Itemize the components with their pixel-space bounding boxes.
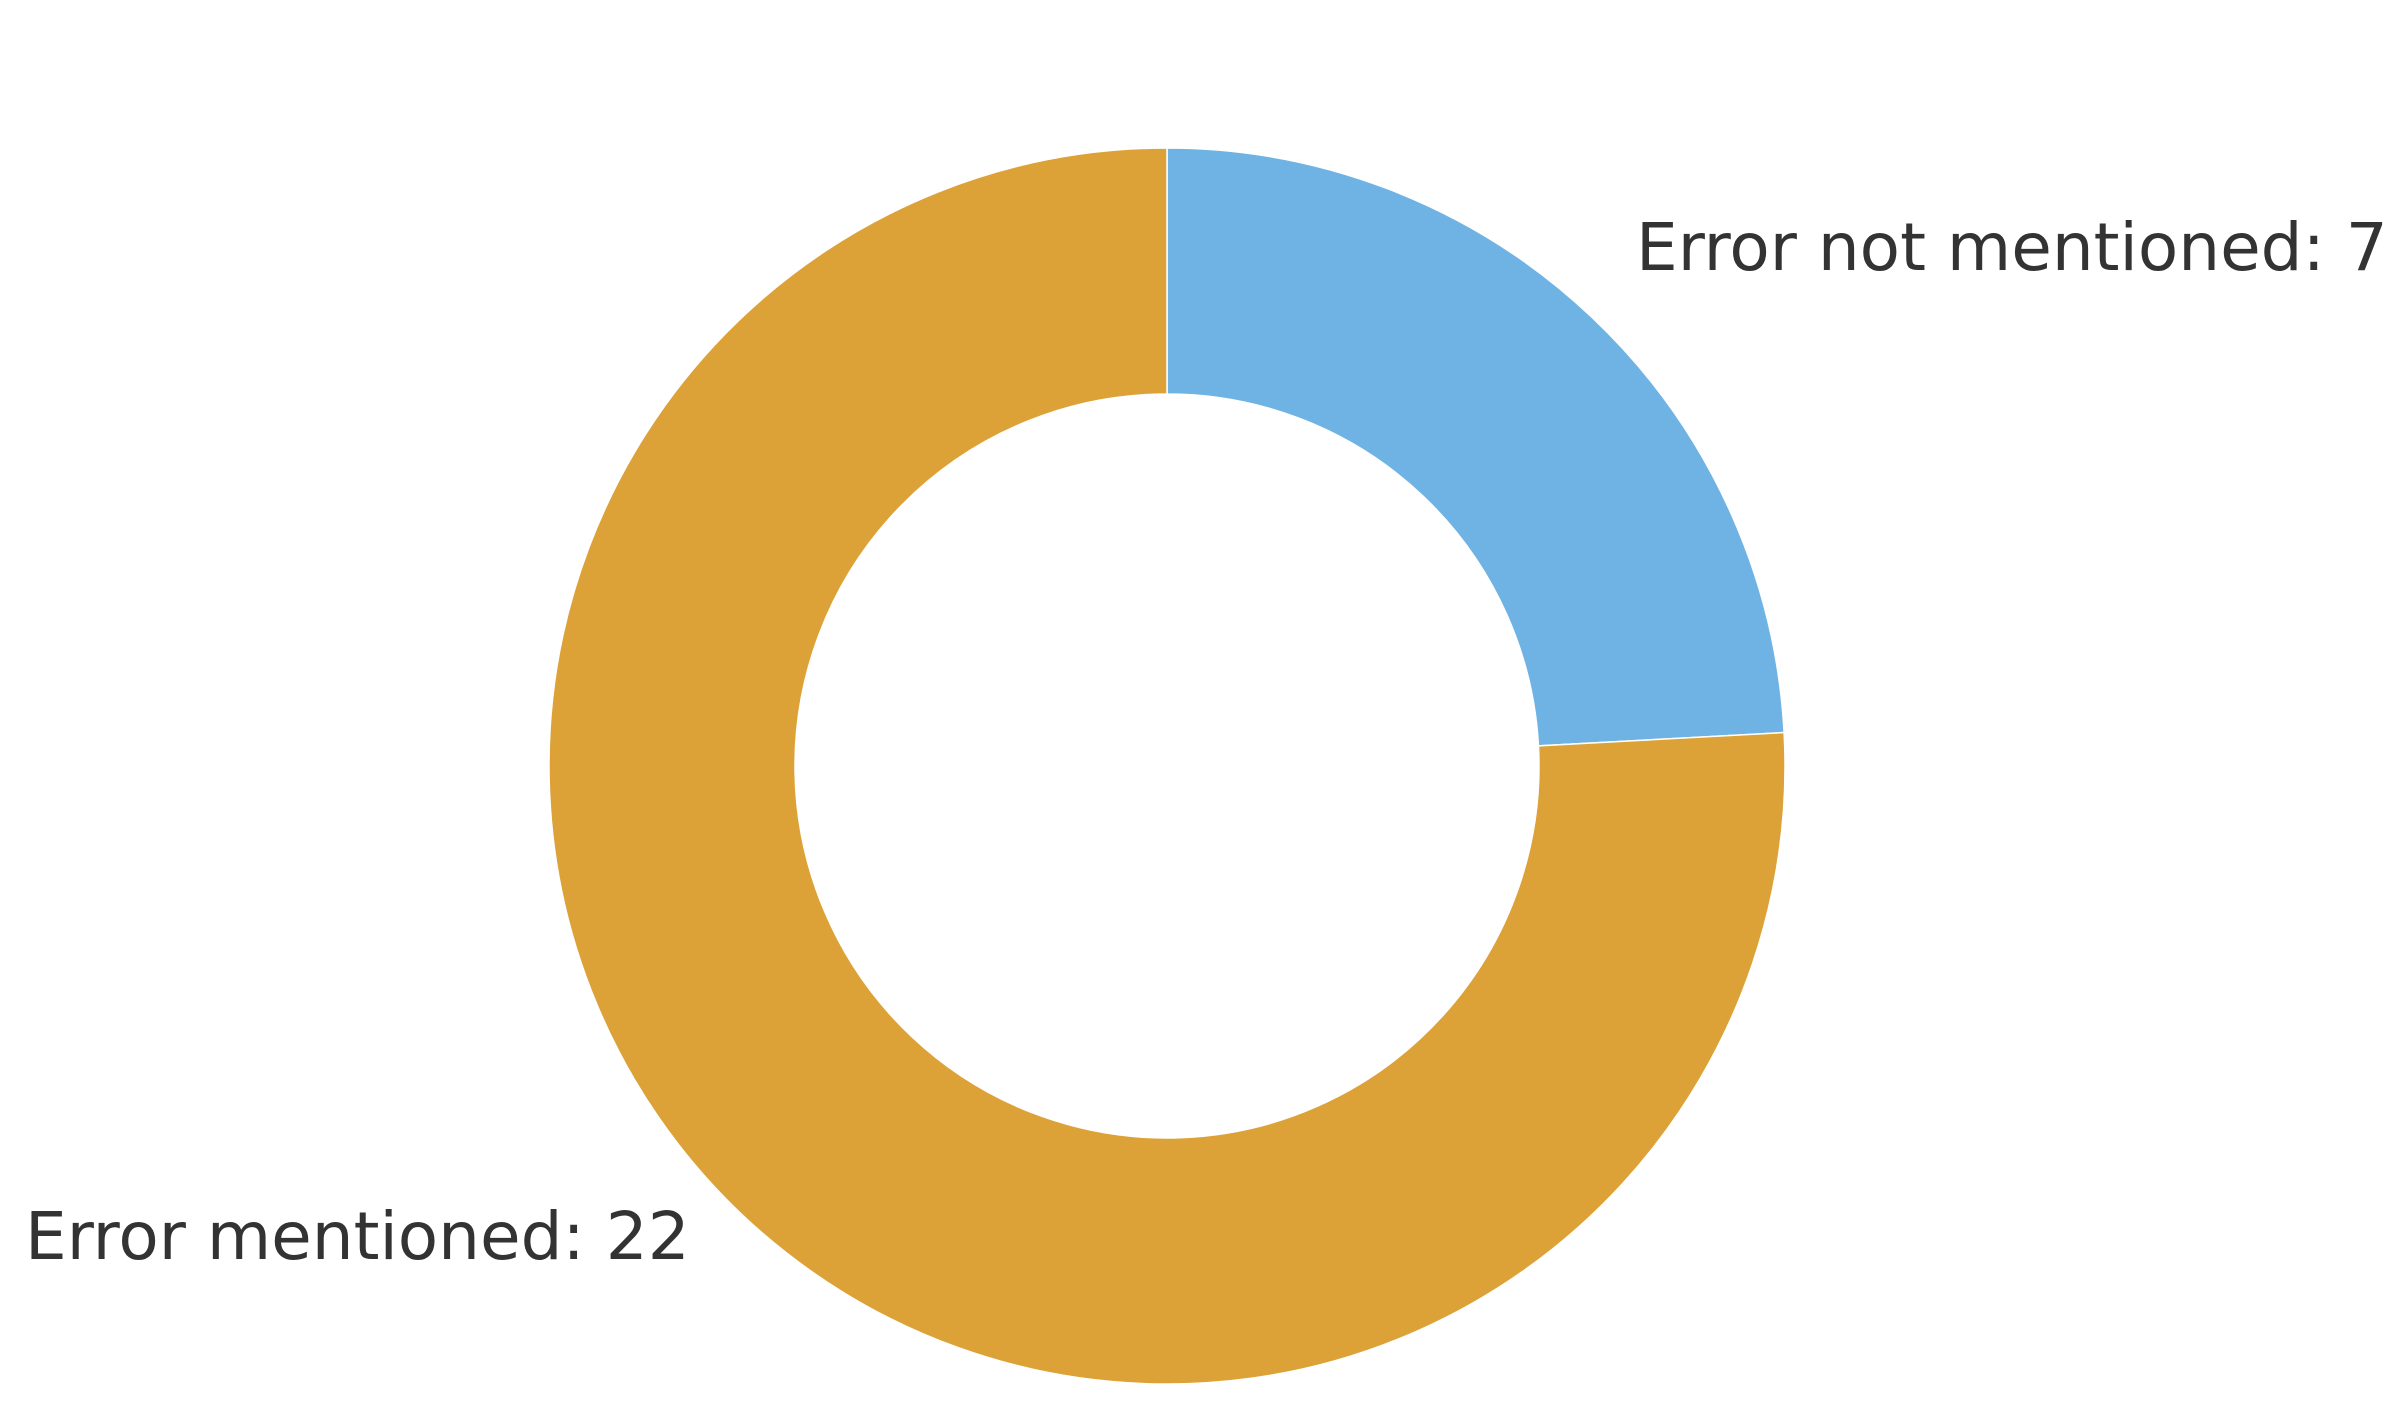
donut-slices: [548, 147, 1786, 1385]
slice-error-mentioned: [548, 147, 1786, 1385]
slice-error-not-mentioned: [1166, 147, 1785, 747]
label-error-not-mentioned: Error not mentioned: 7: [1636, 209, 2388, 286]
label-error-mentioned: Error mentioned: 22: [25, 1198, 690, 1275]
